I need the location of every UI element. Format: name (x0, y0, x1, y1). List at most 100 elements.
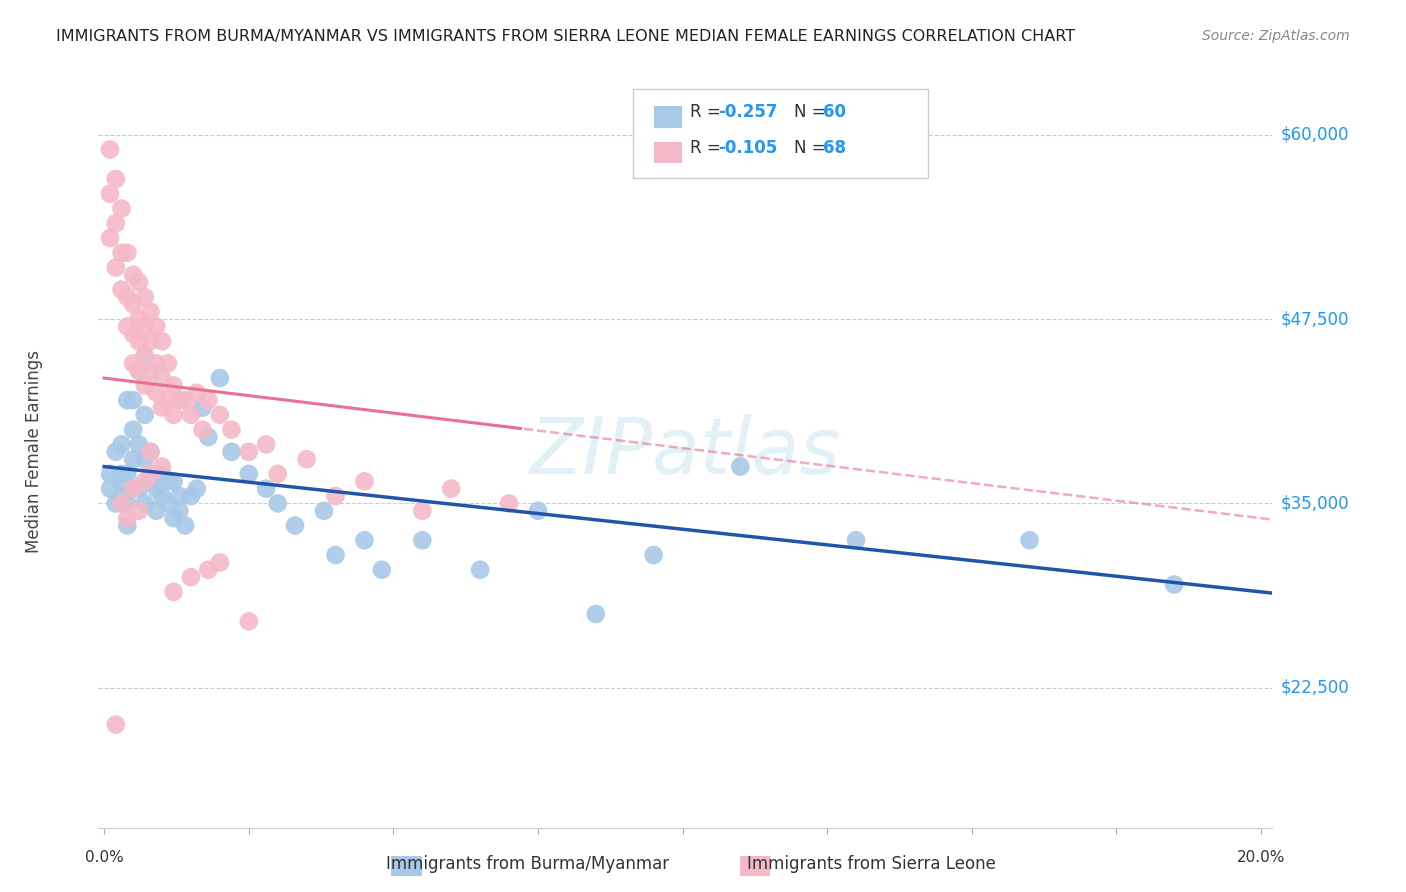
Point (128, 364, 150, 378)
Point (156, 356, 179, 370)
Point (180, 408, 202, 422)
Point (110, 202, 132, 216)
Point (139, 475, 162, 489)
Point (169, 393, 191, 408)
Point (122, 452, 145, 467)
Point (180, 489, 202, 503)
Point (134, 408, 156, 422)
Point (845, 533, 868, 548)
Point (139, 304, 162, 318)
Point (98, 143, 121, 157)
Text: R =: R = (690, 103, 727, 120)
Point (139, 445, 162, 458)
Text: R =: R = (690, 138, 727, 156)
Point (197, 430, 219, 444)
Point (134, 496, 156, 510)
Point (110, 475, 132, 489)
Point (145, 319, 167, 334)
Point (150, 334, 173, 349)
Point (284, 518, 307, 533)
Point (104, 172, 127, 186)
Point (139, 467, 162, 481)
Text: $47,500: $47,500 (1281, 310, 1350, 328)
Point (134, 475, 156, 489)
Point (134, 290, 156, 304)
Point (353, 533, 375, 548)
Point (128, 482, 150, 496)
Point (117, 290, 139, 304)
Point (238, 467, 260, 481)
Point (162, 378, 184, 392)
Point (150, 371, 173, 385)
Point (498, 496, 520, 510)
Text: $35,000: $35,000 (1281, 494, 1350, 512)
Point (238, 615, 260, 629)
Text: -0.257: -0.257 (718, 103, 778, 120)
Point (191, 401, 214, 415)
Point (139, 364, 162, 378)
Point (162, 511, 184, 525)
Point (110, 437, 132, 451)
Point (104, 216, 127, 230)
Point (122, 268, 145, 282)
Point (325, 548, 347, 562)
Point (208, 408, 231, 422)
Text: $22,500: $22,500 (1281, 679, 1350, 697)
Text: 20.0%: 20.0% (1237, 850, 1285, 865)
Point (186, 385, 208, 400)
Point (325, 489, 347, 503)
Point (98, 186, 121, 201)
Text: 0.0%: 0.0% (84, 850, 124, 865)
Point (267, 496, 290, 510)
Point (104, 496, 127, 510)
Point (162, 475, 184, 489)
Point (174, 518, 197, 533)
Point (221, 423, 243, 437)
Point (104, 260, 127, 275)
Point (1163, 577, 1185, 591)
Point (411, 533, 433, 548)
Point (411, 504, 433, 518)
Point (169, 504, 191, 518)
Point (117, 496, 139, 510)
Point (440, 482, 463, 496)
Point (162, 408, 184, 422)
Text: Immigrants from Burma/Myanmar: Immigrants from Burma/Myanmar (385, 855, 669, 872)
Point (134, 378, 156, 392)
Point (156, 496, 179, 510)
Point (169, 489, 191, 503)
Point (98, 467, 121, 481)
Point (145, 356, 167, 370)
Point (221, 445, 243, 458)
Point (267, 467, 290, 481)
Point (122, 482, 145, 496)
Point (156, 475, 179, 489)
Point (122, 482, 145, 496)
Point (139, 445, 162, 458)
Point (145, 482, 167, 496)
Point (117, 319, 139, 334)
Text: ZIPatlas: ZIPatlas (530, 414, 841, 490)
Text: N =: N = (794, 103, 831, 120)
Point (145, 504, 167, 518)
Point (208, 555, 231, 569)
Point (371, 563, 394, 577)
Point (208, 371, 231, 385)
Text: $60,000: $60,000 (1281, 126, 1350, 144)
Text: Median Female Earnings: Median Female Earnings (25, 351, 42, 553)
Point (122, 356, 145, 370)
Text: IMMIGRANTS FROM BURMA/MYANMAR VS IMMIGRANTS FROM SIERRA LEONE MEDIAN FEMALE EARN: IMMIGRANTS FROM BURMA/MYANMAR VS IMMIGRA… (56, 29, 1076, 44)
Point (110, 489, 132, 503)
Point (295, 452, 318, 467)
Point (186, 482, 208, 496)
Point (110, 496, 132, 510)
Text: Immigrants from Sierra Leone: Immigrants from Sierra Leone (747, 855, 997, 872)
Point (527, 504, 550, 518)
Point (128, 437, 150, 451)
Point (122, 423, 145, 437)
Point (180, 570, 202, 584)
Point (128, 312, 150, 326)
Point (122, 393, 145, 408)
Point (117, 518, 139, 533)
Point (110, 245, 132, 260)
